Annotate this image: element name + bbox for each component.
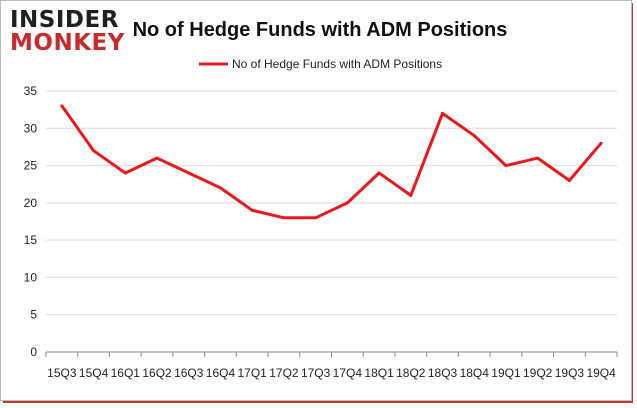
data-point [409,193,413,197]
data-point [60,104,64,108]
x-tick-label: 16Q3 [174,366,204,380]
data-point [282,216,286,220]
data-point [536,156,540,160]
data-point [155,156,159,160]
insider-monkey-logo: INSIDER MONKEY [10,7,125,56]
data-point [218,186,222,190]
x-tick-label: 17Q2 [269,366,299,380]
series [60,104,603,220]
y-tick-label: 30 [24,121,38,135]
data-point [377,171,381,175]
x-tick-label: 19Q3 [555,366,585,380]
legend-label: No of Hedge Funds with ADM Positions [232,57,442,71]
x-tick-label: 17Q1 [238,366,268,380]
data-point [123,171,127,175]
data-point [472,134,476,138]
x-tick-label: 19Q1 [491,366,521,380]
x-tick-label: 18Q4 [460,366,490,380]
data-point [599,141,603,145]
x-tick-labels: 15Q3 15Q4 16Q1 16Q2 16Q3 16Q4 17Q1 17Q2 17Q3 17Q4… [47,366,616,380]
x-tick-label: 17Q4 [333,366,363,380]
data-point [250,208,254,212]
x-tick-label: 15Q4 [79,366,109,380]
logo-line-2: MONKEY [10,30,125,56]
y-tick-label: 10 [24,270,38,284]
data-point [504,164,508,168]
x-tick-label: 16Q1 [111,366,141,380]
y-tick-label: 0 [30,345,37,359]
y-tick-label: 20 [24,196,38,210]
data-point [92,149,96,153]
data-point [567,178,571,182]
frame-panel [0,0,632,401]
chart-title: No of Hedge Funds with ADM Positions [133,19,508,41]
x-tick-label: 18Q1 [364,366,394,380]
y-tick-label: 35 [24,84,38,98]
y-tick-label: 25 [24,159,38,173]
data-point [187,171,191,175]
y-tick-label: 5 [30,308,37,322]
gridlines [46,90,617,316]
data-point [345,201,349,205]
x-tick-label: 18Q2 [396,366,426,380]
x-tick-label: 17Q3 [301,366,331,380]
axes [45,351,618,357]
legend: No of Hedge Funds with ADM Positions [199,57,442,71]
x-tick-label: 15Q3 [47,366,77,380]
series-line [60,105,603,220]
x-tick-label: 19Q2 [523,366,553,380]
x-tick-label: 18Q3 [428,366,458,380]
logo-line-1: INSIDER [10,7,119,33]
data-point [314,216,318,220]
y-tick-labels: 0 5 10 15 20 25 30 35 [24,84,38,359]
x-tick-label: 19Q4 [586,366,616,380]
x-tick-label: 16Q2 [142,366,172,380]
data-point [441,111,445,115]
y-tick-label: 15 [24,233,38,247]
x-tick-label: 16Q4 [206,366,236,380]
